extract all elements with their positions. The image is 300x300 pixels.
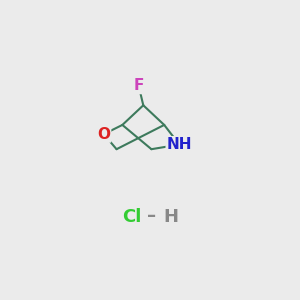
Text: Cl: Cl — [122, 208, 141, 226]
Text: H: H — [164, 208, 179, 226]
Text: –: – — [147, 207, 156, 225]
Text: O: O — [97, 127, 110, 142]
Text: NH: NH — [167, 137, 192, 152]
Text: F: F — [134, 78, 144, 93]
